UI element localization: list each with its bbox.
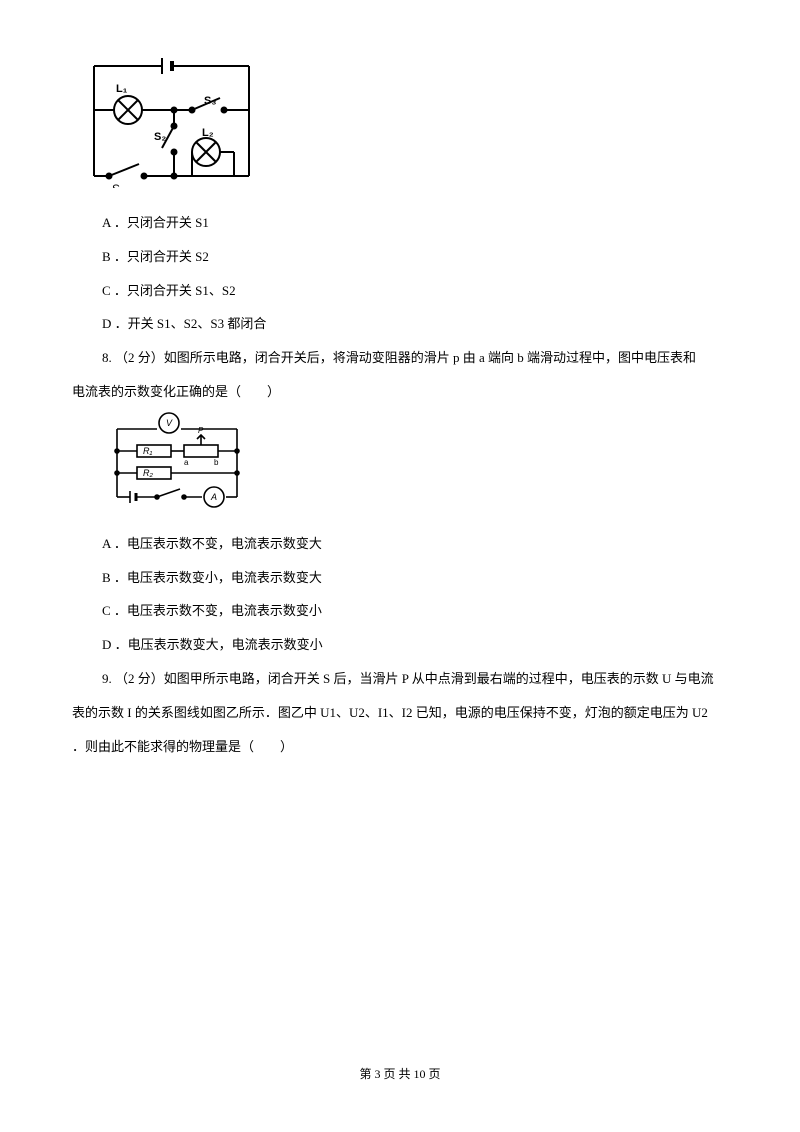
q7-option-b: B ．只闭合开关 S2 [72,240,728,274]
svg-text:L₁: L₁ [116,83,128,95]
q8-stem-cont: 电流表的示数变化正确的是（ ） [72,375,728,409]
svg-text:P: P [198,426,204,435]
svg-text:b: b [214,458,219,467]
circuit-diagram-q7: L₁ L₂ S₂ S₃ S₁ [84,48,728,188]
page-content: L₁ L₂ S₂ S₃ S₁ A ．只闭合开关 S1 B ．只闭合开关 S2 C… [0,0,800,763]
page-footer: 第 3 页 共 10 页 [0,1065,800,1082]
q8-option-d: D ．电压表示数变大，电流表示数变小 [72,628,728,662]
svg-text:S₁: S₁ [112,182,124,188]
svg-text:L₂: L₂ [202,127,214,139]
q8-option-b: B ．电压表示数变小，电流表示数变大 [72,561,728,595]
svg-text:S₂: S₂ [154,131,166,143]
q9-stem: 9. （2 分）如图甲所示电路，闭合开关 S 后，当滑片 P 从中点滑到最右端的… [72,662,728,696]
q8-option-a: A ．电压表示数不变，电流表示数变大 [72,527,728,561]
svg-text:R₂: R₂ [143,468,153,478]
q7-option-a: A ．只闭合开关 S1 [72,206,728,240]
svg-text:A: A [210,492,217,502]
svg-text:a: a [184,458,189,467]
q9-stem-cont2: ．则由此不能求得的物理量是（ ） [72,730,728,764]
q9-stem-cont1: 表的示数 I 的关系图线如图乙所示．图乙中 U1、U2、I1、I2 已知，电源的… [72,696,728,730]
q7-option-c: C ．只闭合开关 S1、S2 [72,274,728,308]
svg-text:V: V [166,418,173,428]
circuit-diagram-q8: V R₁ R₂ P a b A [102,409,728,509]
q8-stem: 8. （2 分）如图所示电路，闭合开关后，将滑动变阻器的滑片 p 由 a 端向 … [72,341,728,375]
q8-option-c: C ．电压表示数不变，电流表示数变小 [72,594,728,628]
svg-text:S₃: S₃ [204,95,216,107]
svg-text:R₁: R₁ [143,446,152,456]
q7-option-d: D ．开关 S1、S2、S3 都闭合 [72,307,728,341]
